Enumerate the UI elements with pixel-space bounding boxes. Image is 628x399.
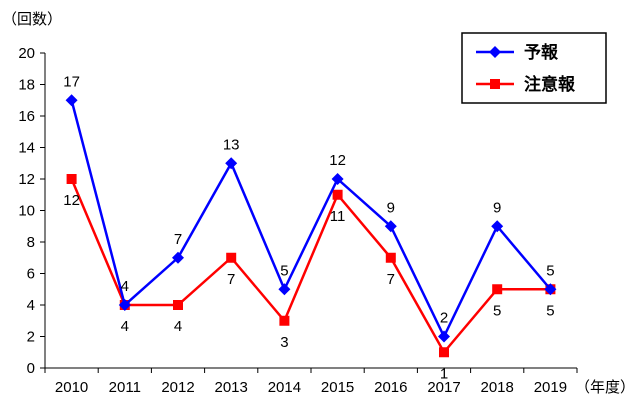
data-label: 4: [174, 318, 182, 335]
data-label: 12: [63, 192, 80, 209]
data-point-square: [332, 189, 343, 200]
y-tick-label: 14: [18, 140, 35, 157]
data-label: 7: [174, 231, 182, 248]
x-tick-label: 2012: [161, 379, 194, 396]
data-point-diamond: [438, 330, 450, 343]
y-tick-label: 16: [18, 108, 35, 125]
y-unit-label: （回数）: [2, 11, 62, 28]
data-label: 9: [387, 199, 395, 216]
data-point-square: [385, 252, 396, 263]
x-tick-label: 2014: [268, 379, 301, 396]
series-注意報: [66, 174, 556, 358]
data-label: 3: [280, 334, 288, 351]
data-point-diamond: [491, 220, 504, 233]
data-point-diamond: [278, 283, 291, 296]
series-layer: [65, 94, 557, 358]
y-tick-label: 6: [27, 266, 35, 283]
data-label: 4: [121, 278, 129, 295]
data-point-square: [439, 347, 449, 358]
series-line: [70, 99, 552, 340]
data-label: 4: [121, 318, 129, 335]
x-tick-label: 2011: [109, 379, 141, 396]
data-point-diamond: [65, 94, 78, 107]
x-tick-label: 2016: [374, 379, 407, 396]
data-label: 7: [227, 271, 235, 288]
legend-label: 注意報: [524, 74, 576, 94]
y-tick-label: 12: [18, 171, 35, 188]
x-tick-label: 2010: [55, 379, 88, 396]
data-label: 7: [387, 271, 395, 288]
data-label: 13: [223, 136, 240, 153]
data-point-diamond: [384, 220, 397, 233]
x-unit-label: （年度）: [575, 379, 628, 396]
data-label: 17: [63, 73, 80, 90]
legend-label: 予報: [524, 42, 559, 62]
data-labels: 17 4 7 13 5 12 9 2 9 5 12 4 4 7 3 11 7 1 5 5: [63, 73, 554, 382]
data-label: 5: [546, 262, 554, 279]
data-point-square: [490, 79, 500, 89]
data-point-diamond: [225, 157, 238, 170]
y-tick-label: 4: [27, 297, 35, 314]
data-point-diamond: [489, 46, 501, 58]
data-label: 1: [440, 365, 448, 382]
x-tick-label: 2015: [321, 379, 354, 396]
data-point-diamond: [331, 173, 344, 185]
data-point-square: [173, 300, 183, 310]
y-tick-label: 0: [27, 360, 35, 377]
data-label: 5: [493, 302, 501, 319]
series-line: [70, 178, 551, 355]
data-label: 12: [329, 152, 346, 169]
x-tick-label: 2017: [427, 379, 460, 396]
y-tick-label: 10: [18, 203, 35, 220]
x-tick-label: 2019: [534, 379, 567, 396]
y-tick-label: 20: [18, 45, 35, 62]
data-point-square: [492, 284, 503, 295]
data-point-square: [279, 315, 290, 326]
data-label: 2: [440, 310, 448, 327]
data-label: 11: [330, 208, 346, 225]
series-予報: [65, 94, 557, 343]
data-label: 5: [546, 302, 554, 319]
y-tick-label: 2: [27, 329, 35, 346]
data-label: 9: [493, 199, 501, 216]
x-tick-label: 2018: [481, 379, 514, 396]
x-tick-label: 2013: [215, 379, 248, 396]
data-point-diamond: [118, 299, 131, 311]
y-tick-label: 8: [27, 234, 35, 251]
y-tick-label: 18: [18, 77, 35, 94]
data-label: 5: [280, 262, 288, 279]
data-point-diamond: [172, 251, 184, 264]
data-point-diamond: [544, 283, 557, 296]
legend-box: [461, 32, 607, 104]
data-point-square: [226, 252, 237, 263]
data-point-square: [66, 174, 77, 184]
